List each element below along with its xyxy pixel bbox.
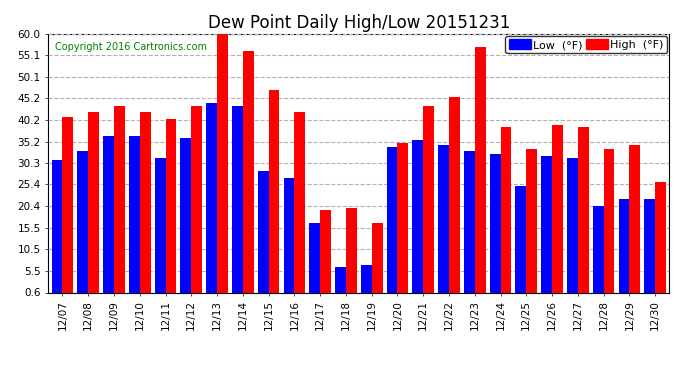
Bar	[526, 149, 537, 295]
Bar	[232, 106, 243, 295]
Bar	[361, 265, 372, 295]
Bar	[515, 186, 526, 295]
Bar	[140, 112, 150, 295]
Bar	[320, 210, 331, 295]
Bar	[191, 106, 202, 295]
Bar	[629, 145, 640, 295]
Bar	[618, 199, 629, 295]
Bar	[604, 149, 614, 295]
Bar	[490, 153, 500, 295]
Bar	[413, 141, 423, 295]
Legend: Low  (°F), High  (°F): Low (°F), High (°F)	[505, 36, 667, 53]
Bar	[397, 142, 408, 295]
Bar	[258, 171, 268, 295]
Bar	[52, 160, 63, 295]
Bar	[155, 158, 166, 295]
Bar	[372, 223, 382, 295]
Bar	[206, 104, 217, 295]
Bar	[449, 97, 460, 295]
Bar	[63, 117, 73, 295]
Bar	[593, 206, 604, 295]
Text: Copyright 2016 Cartronics.com: Copyright 2016 Cartronics.com	[55, 42, 206, 51]
Bar	[423, 106, 434, 295]
Bar	[475, 47, 486, 295]
Bar	[578, 128, 589, 295]
Title: Dew Point Daily High/Low 20151231: Dew Point Daily High/Low 20151231	[208, 14, 510, 32]
Bar	[644, 199, 655, 295]
Bar	[166, 119, 177, 295]
Bar	[309, 223, 320, 295]
Bar	[104, 136, 114, 295]
Bar	[464, 152, 475, 295]
Bar	[217, 34, 228, 295]
Bar	[181, 138, 191, 295]
Bar	[541, 156, 552, 295]
Bar	[295, 112, 305, 295]
Bar	[243, 51, 254, 295]
Bar	[655, 182, 666, 295]
Bar	[346, 208, 357, 295]
Bar	[284, 177, 295, 295]
Bar	[114, 106, 125, 295]
Bar	[129, 136, 140, 295]
Bar	[88, 112, 99, 295]
Bar	[500, 128, 511, 295]
Bar	[552, 125, 563, 295]
Bar	[268, 90, 279, 295]
Bar	[77, 152, 88, 295]
Bar	[567, 158, 578, 295]
Bar	[335, 267, 346, 295]
Bar	[438, 145, 449, 295]
Bar	[386, 147, 397, 295]
